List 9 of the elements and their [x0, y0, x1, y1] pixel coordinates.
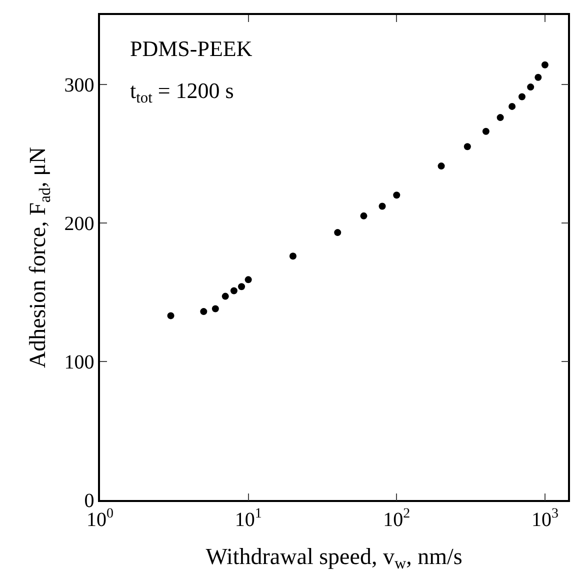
y-tick-label: 100	[64, 351, 94, 374]
x-tick-label: 10$^{3}$	[531, 506, 558, 531]
y-tick-label: 200	[64, 212, 94, 235]
x-tick-label: 10$^{2}$	[383, 506, 410, 531]
x-axis-title: Withdrawal speed, v$_{w}$, nm/s	[206, 544, 462, 573]
y-tick-label: 300	[64, 74, 94, 96]
x-tick-label: 10$^{1}$	[234, 506, 262, 531]
annotation: t$_{tot}$ = 1200 s	[130, 78, 234, 107]
annotation: PDMS-PEEK	[130, 36, 252, 61]
